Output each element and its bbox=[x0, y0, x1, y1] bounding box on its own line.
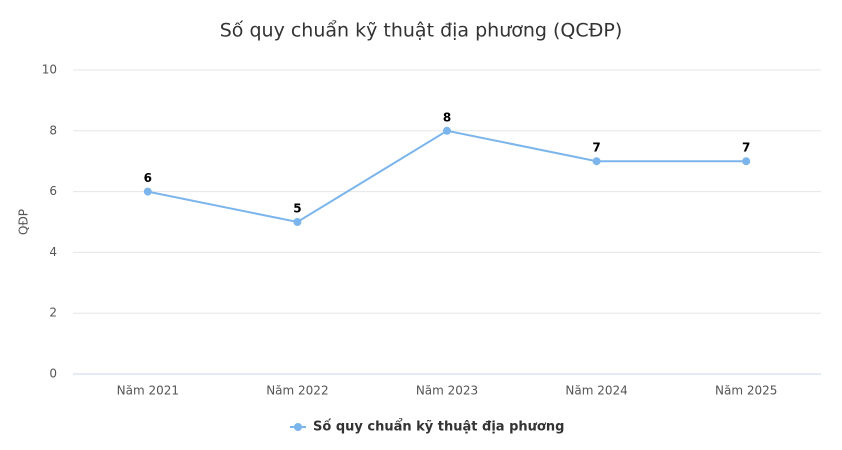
y-tick-label: 10 bbox=[42, 63, 57, 77]
line bbox=[147, 129, 747, 224]
point bbox=[742, 157, 751, 166]
point bbox=[592, 157, 601, 166]
legend-label: Số quy chuẩn kỹ thuật địa phương bbox=[313, 419, 564, 435]
x-tick-label: Năm 2023 bbox=[416, 384, 478, 398]
data-label: 6 bbox=[144, 171, 152, 185]
x-tick-label: Năm 2024 bbox=[565, 384, 627, 398]
point bbox=[443, 126, 451, 135]
y-tick-label: 8 bbox=[49, 123, 57, 137]
legend-marker bbox=[294, 423, 302, 431]
y-tick-label: 6 bbox=[49, 184, 57, 198]
y-tick-label: 4 bbox=[49, 245, 57, 259]
data-label: 8 bbox=[443, 110, 451, 124]
y-tick-label: 2 bbox=[49, 306, 57, 320]
data-label: 5 bbox=[293, 202, 301, 216]
x-tick-label: Năm 2021 bbox=[117, 384, 179, 398]
chart-title: Số quy chuẩn kỹ thuật địa phương (QCĐP) bbox=[220, 20, 622, 42]
point bbox=[143, 187, 152, 196]
data-label: 7 bbox=[742, 141, 750, 155]
point bbox=[293, 218, 302, 226]
x-tick-label: Năm 2025 bbox=[715, 384, 777, 398]
y-tick-label: 0 bbox=[49, 367, 57, 381]
x-tick-label: Năm 2022 bbox=[266, 384, 328, 398]
y-axis-label: QĐP bbox=[17, 209, 31, 235]
data-label: 7 bbox=[592, 141, 600, 155]
